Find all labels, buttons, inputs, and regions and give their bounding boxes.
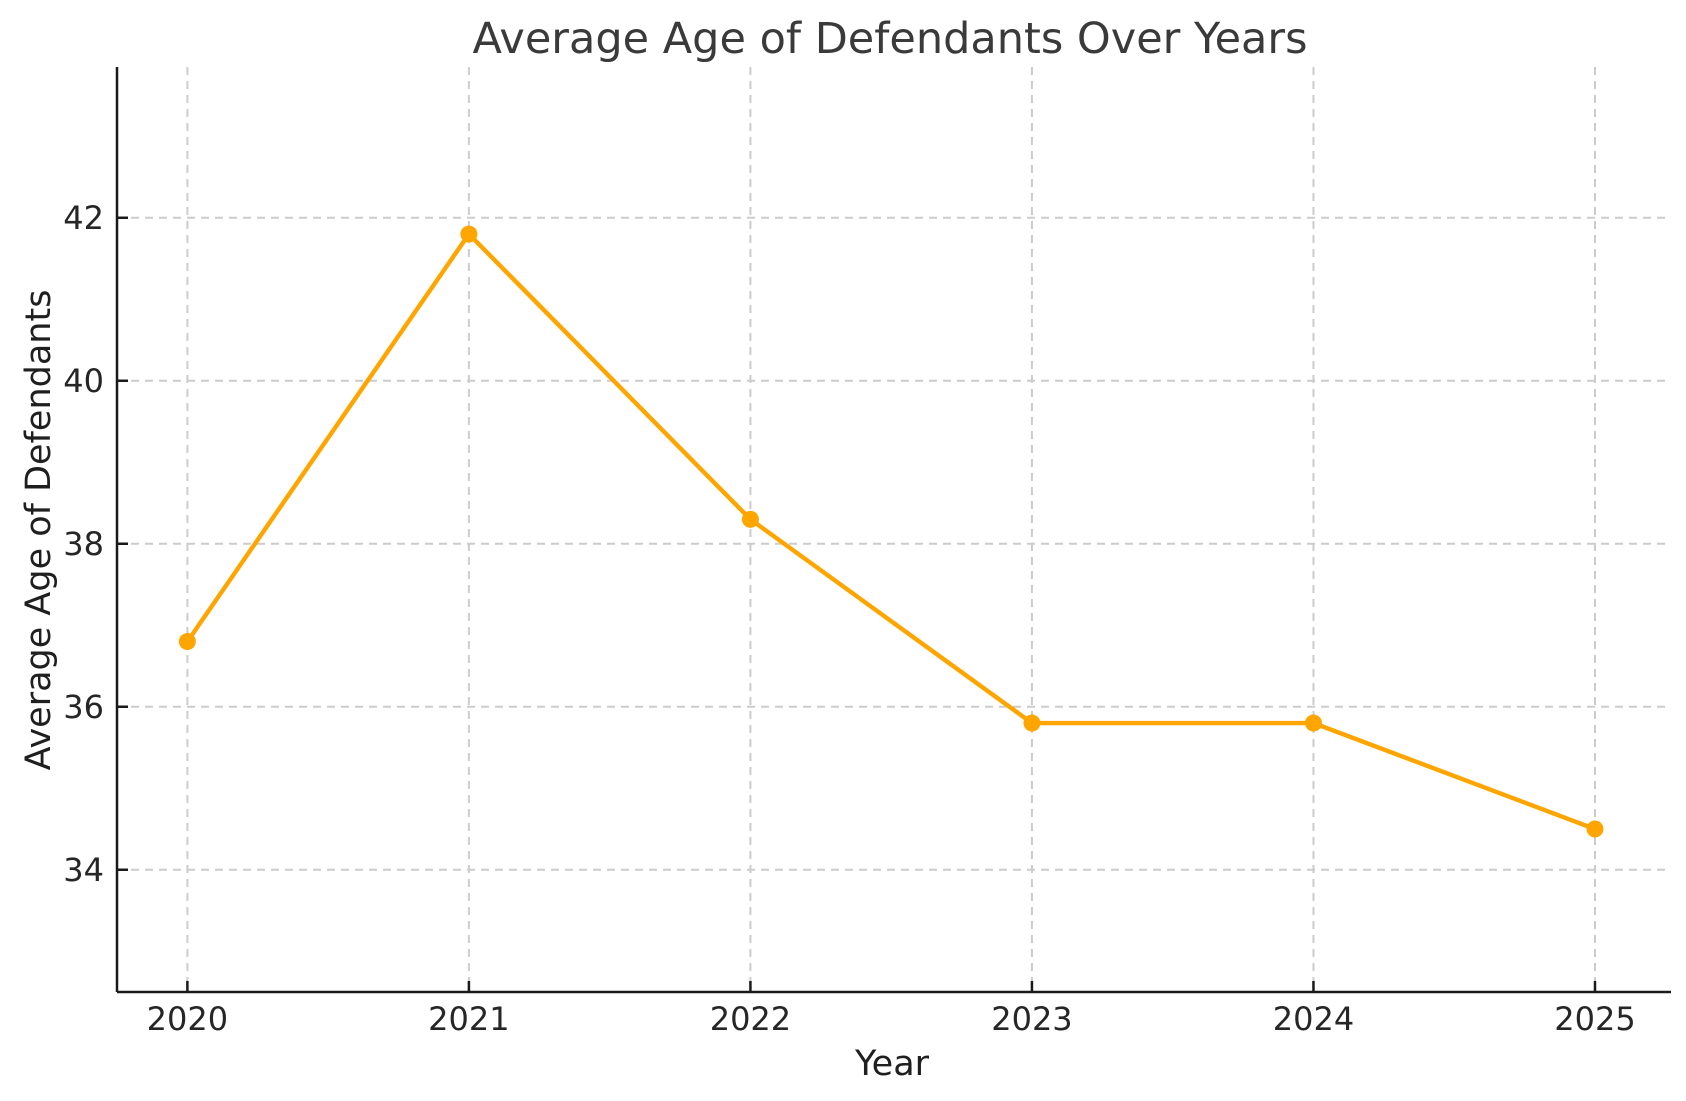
data-point [178, 633, 196, 651]
y-tick-label: 34 [63, 851, 104, 889]
chart-title: Average Age of Defendants Over Years [473, 14, 1308, 64]
x-tick-label: 2020 [147, 1000, 228, 1038]
x-tick-label: 2024 [1273, 1000, 1354, 1038]
x-axis-label: Year [854, 1044, 930, 1084]
grid-layer [117, 67, 1671, 992]
data-point [460, 225, 478, 243]
y-tick-label: 42 [63, 199, 104, 237]
data-point [741, 510, 759, 528]
axes-layer [115, 67, 1671, 994]
y-axis-label: Average Age of Defendants [19, 290, 59, 771]
x-tick-label: 2025 [1554, 1000, 1635, 1038]
y-tick-label: 38 [63, 525, 104, 563]
x-tick-label: 2023 [991, 1000, 1072, 1038]
data-point [1586, 820, 1604, 838]
x-tick-label: 2021 [428, 1000, 509, 1038]
y-tick-label: 36 [63, 688, 104, 726]
data-point [1304, 714, 1322, 732]
tick-label-layer: 2020 2021 2022 2023 2024 2025 34 36 38 40 42 [63, 199, 1635, 1038]
y-tick-label: 40 [63, 362, 104, 400]
data-point [1023, 714, 1041, 732]
x-tick-label: 2022 [710, 1000, 791, 1038]
series-layer [178, 225, 1604, 838]
data-line [185, 231, 1598, 832]
